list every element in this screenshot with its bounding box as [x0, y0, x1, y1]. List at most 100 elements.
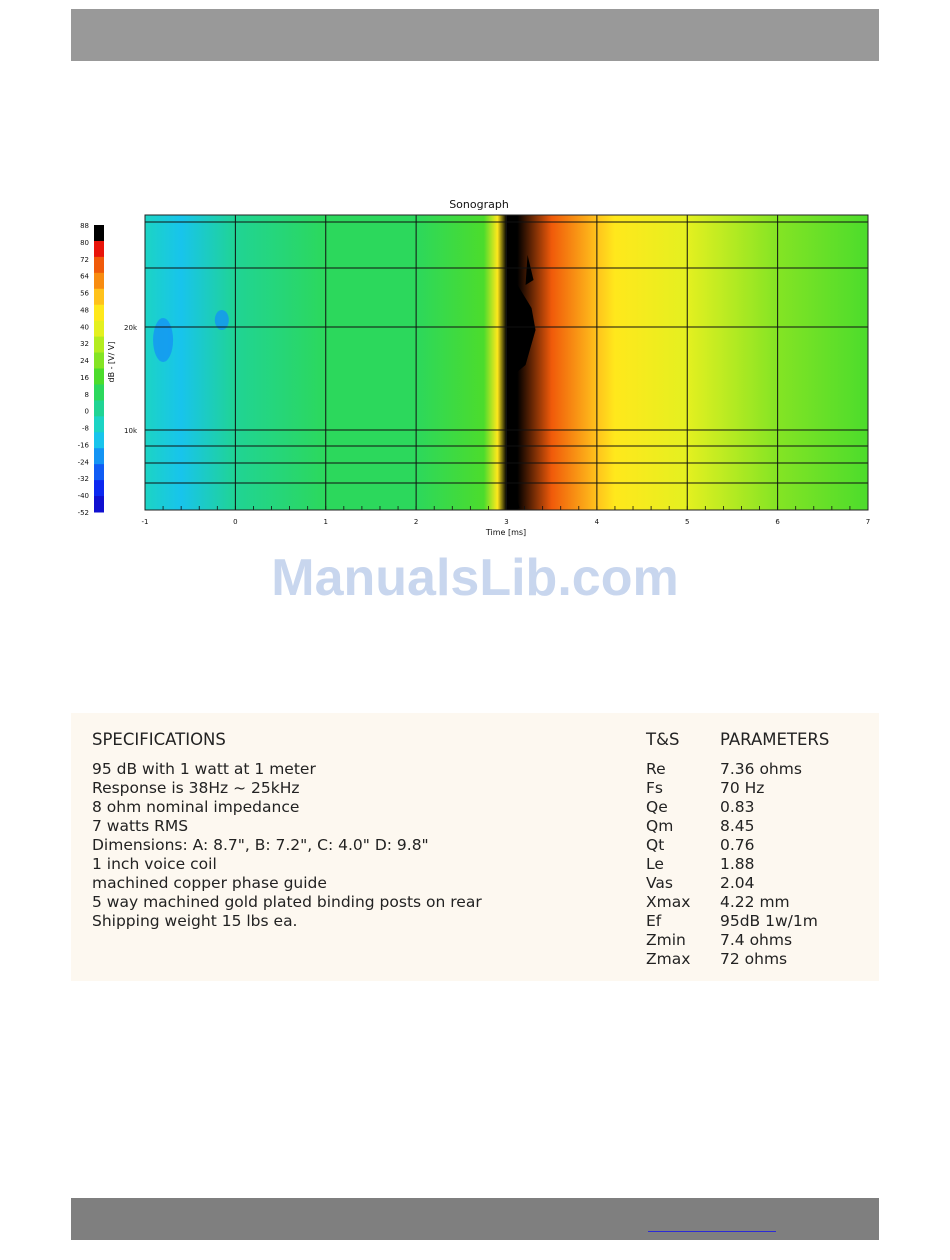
watermark: ManualsLib.com — [271, 549, 679, 607]
parameter-value: 8.45 — [720, 817, 755, 835]
colorbar-tick-label: 56 — [80, 290, 89, 298]
colorbar-tick-label: 8 — [85, 391, 89, 399]
header-bar — [71, 9, 879, 61]
footer-bar — [71, 1198, 879, 1240]
spec-item: 95 dB with 1 watt at 1 meter — [92, 760, 316, 778]
colorbar-segment — [94, 432, 104, 449]
y-axis-label: dB - [V/ V] — [107, 342, 116, 383]
colorbar-tick-label: -40 — [78, 492, 89, 500]
parameter-row: Zmin 7.4 ohms — [646, 931, 818, 950]
parameters-table: Re 7.36 ohms Fs 70 Hz Qe 0.83 Qm 8.45 Qt 0.76 Le 1.… — [646, 760, 818, 969]
parameter-value: 95dB 1w/1m — [720, 912, 818, 930]
parameter-row: Re 7.36 ohms — [646, 760, 818, 779]
spec-item: Shipping weight 15 lbs ea. — [92, 912, 298, 930]
colorbar-segment — [94, 336, 104, 354]
colorbar-tick-label: -32 — [78, 475, 89, 483]
colorbar-tick-label: -16 — [78, 441, 90, 449]
colorbar-tick-label: 48 — [80, 306, 89, 314]
colorbar-segment — [94, 448, 104, 465]
colorbar-segment — [94, 225, 104, 242]
parameter-name: Le — [646, 855, 664, 873]
x-axis-ticks: -1 0 1 2 3 4 5 6 7 — [142, 518, 871, 526]
parameter-value: 2.04 — [720, 874, 755, 892]
parameter-row: Le 1.88 — [646, 855, 818, 874]
colorbar-tick-label: 16 — [80, 374, 89, 382]
colorbar-segment — [94, 400, 104, 417]
spec-item: Response is 38Hz ~ 25kHz — [92, 779, 300, 797]
parameter-value: 72 ohms — [720, 950, 788, 968]
chart-grid — [144, 215, 869, 510]
colorbar — [94, 225, 104, 513]
parameter-value: 4.22 mm — [720, 893, 790, 911]
parameter-row: Vas 2.04 — [646, 874, 818, 893]
colorbar-tick-label: 80 — [80, 239, 89, 247]
x-axis-label: Time [ms] — [485, 528, 526, 537]
hot-spot — [511, 480, 520, 508]
parameter-name: Fs — [646, 779, 663, 797]
x-tick-label: 0 — [233, 518, 237, 526]
colorbar-segment — [94, 384, 104, 401]
parameter-name: Xmax — [646, 893, 691, 911]
x-tick-label: 3 — [504, 518, 508, 526]
x-tick-label: 7 — [866, 518, 870, 526]
parameter-value: 70 Hz — [720, 779, 765, 797]
parameter-row: Ef 95dB 1w/1m — [646, 912, 818, 931]
colorbar-tick-label: 0 — [85, 408, 89, 416]
specs-list: 95 dB with 1 watt at 1 meter Response is … — [92, 760, 482, 931]
parameter-value: 0.76 — [720, 836, 755, 854]
parameter-name: Qm — [646, 817, 674, 835]
y-tick-label: 20k — [124, 324, 138, 332]
parameter-row: Zmax 72 ohms — [646, 950, 818, 969]
chart-title: Sonograph — [449, 198, 509, 211]
parameter-value: 1.88 — [720, 855, 755, 873]
spec-item: 5 way machined gold plated binding posts… — [92, 893, 482, 911]
colorbar-segment — [94, 464, 104, 481]
colorbar-tick-label: 72 — [80, 256, 89, 264]
parameters-heading: PARAMETERS — [720, 730, 830, 749]
colorbar-tick-label: 64 — [80, 273, 89, 281]
colorbar-segment — [94, 496, 104, 513]
x-tick-label: 2 — [414, 518, 418, 526]
colorbar-tick-label: 32 — [80, 340, 89, 348]
spec-item: Dimensions: A: 8.7", B: 7.2", C: 4.0" D:… — [92, 836, 429, 854]
x-tick-label: 6 — [775, 518, 780, 526]
spec-item: machined copper phase guide — [92, 874, 327, 892]
parameter-name: Vas — [646, 874, 673, 892]
colorbar-segment — [94, 272, 104, 290]
parameter-name: Qt — [646, 836, 665, 854]
y-tick-label: 10k — [124, 427, 138, 435]
colorbar-segment — [94, 304, 104, 322]
colorbar-segment — [94, 256, 104, 274]
colorbar-segment — [94, 416, 104, 433]
hot-spot-group — [153, 255, 536, 508]
x-tick-label: 1 — [324, 518, 328, 526]
x-tick-label: 4 — [595, 518, 600, 526]
specs-heading: SPECIFICATIONS — [92, 730, 226, 749]
colorbar-segment — [94, 480, 104, 497]
parameter-name: Ef — [646, 912, 662, 930]
colorbar-segment — [94, 288, 104, 306]
parameter-row: Fs 70 Hz — [646, 779, 818, 798]
parameter-row: Xmax 4.22 mm — [646, 893, 818, 912]
colorbar-tick-label: -52 — [78, 509, 89, 517]
colorbar-tick-label: 24 — [80, 357, 89, 365]
sonograph-svg: Sonograph 8880726456484032241680-8-16-24… — [78, 198, 871, 537]
parameter-name: Qe — [646, 798, 668, 816]
footer-link[interactable] — [648, 1226, 776, 1232]
spec-item: 7 watts RMS — [92, 817, 189, 835]
hot-spot — [511, 285, 536, 375]
y-axis-ticks: 20k 10k — [124, 324, 138, 435]
spec-item: 8 ohm nominal impedance — [92, 798, 300, 816]
parameter-value: 7.4 ohms — [720, 931, 793, 949]
colorbar-segment — [94, 368, 104, 385]
parameter-name: Re — [646, 760, 666, 778]
cold-spot — [153, 318, 174, 362]
cold-spot — [214, 310, 229, 330]
x-tick-label: -1 — [142, 518, 149, 526]
parameter-value: 7.36 ohms — [720, 760, 802, 778]
ts-heading: T&S — [646, 730, 680, 749]
parameter-value: 0.83 — [720, 798, 755, 816]
colorbar-tick-label: 40 — [80, 323, 89, 331]
x-tick-label: 5 — [685, 518, 689, 526]
